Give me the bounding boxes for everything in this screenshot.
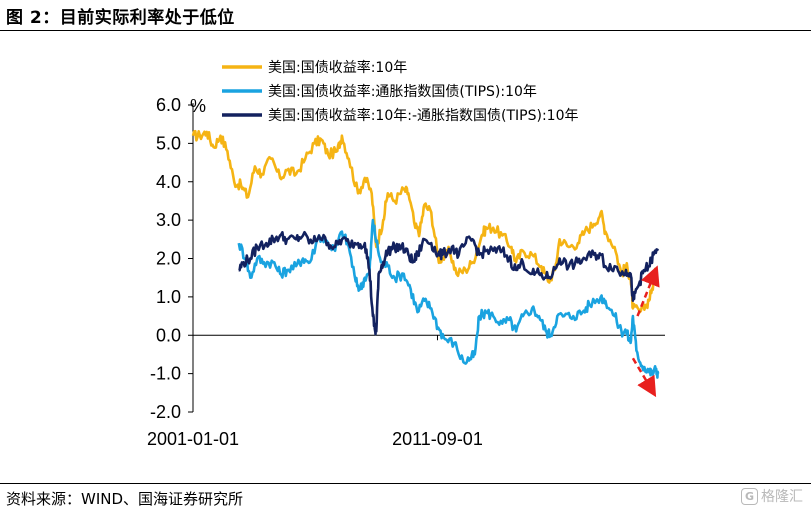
chart-legend: 美国:国债收益率:10年美国:国债收益率:通胀指数国债(TIPS):10年美国:…: [222, 59, 578, 124]
chart: 美国:国债收益率:10年美国:国债收益率:通胀指数国债(TIPS):10年美国:…: [147, 59, 665, 449]
series-line: [238, 230, 660, 336]
legend-label: 美国:国债收益率:10年:-通胀指数国债(TIPS):10年: [268, 107, 578, 124]
y-tick-label: 3.0: [156, 210, 181, 230]
y-tick-label: 2.0: [156, 249, 181, 269]
figure-title: 图 2：目前实际利率处于低位: [6, 8, 235, 28]
y-tick-label: 6.0: [156, 95, 181, 115]
watermark: G 格隆汇: [741, 486, 803, 506]
y-tick-label: -1.0: [150, 364, 181, 384]
legend-label: 美国:国债收益率:10年: [268, 59, 407, 76]
watermark-text: 格隆汇: [761, 489, 803, 505]
footer-rule: [0, 483, 811, 484]
trend-arrow: [631, 357, 657, 398]
y-tick-label: -2.0: [150, 402, 181, 422]
chart-series: [191, 129, 660, 379]
y-tick-label: 4.0: [156, 172, 181, 192]
y-tick-label: 1.0: [156, 287, 181, 307]
y-axis-unit: %: [190, 96, 206, 116]
x-tick-label: 2011-09-01: [392, 429, 483, 449]
source-note: 资料来源：WIND、国海证券研究所: [6, 490, 244, 508]
title-rule: [0, 30, 811, 31]
watermark-logo-icon: G: [741, 487, 758, 505]
y-tick-label: 0.0: [156, 325, 181, 345]
x-tick-label: 2001-01-01: [147, 429, 239, 449]
series-line: [191, 129, 657, 314]
chart-axes: 6.0 5.0 4.0 3.0 2.0 1.0 0.0 -1.0 -2.0 2001-01-01 2…: [147, 95, 665, 449]
chart-annotations: [631, 265, 660, 398]
trend-arrow: [636, 265, 660, 317]
legend-label: 美国:国债收益率:通胀指数国债(TIPS):10年: [268, 83, 537, 100]
series-line: [237, 218, 660, 379]
y-tick-label: 5.0: [156, 133, 181, 153]
